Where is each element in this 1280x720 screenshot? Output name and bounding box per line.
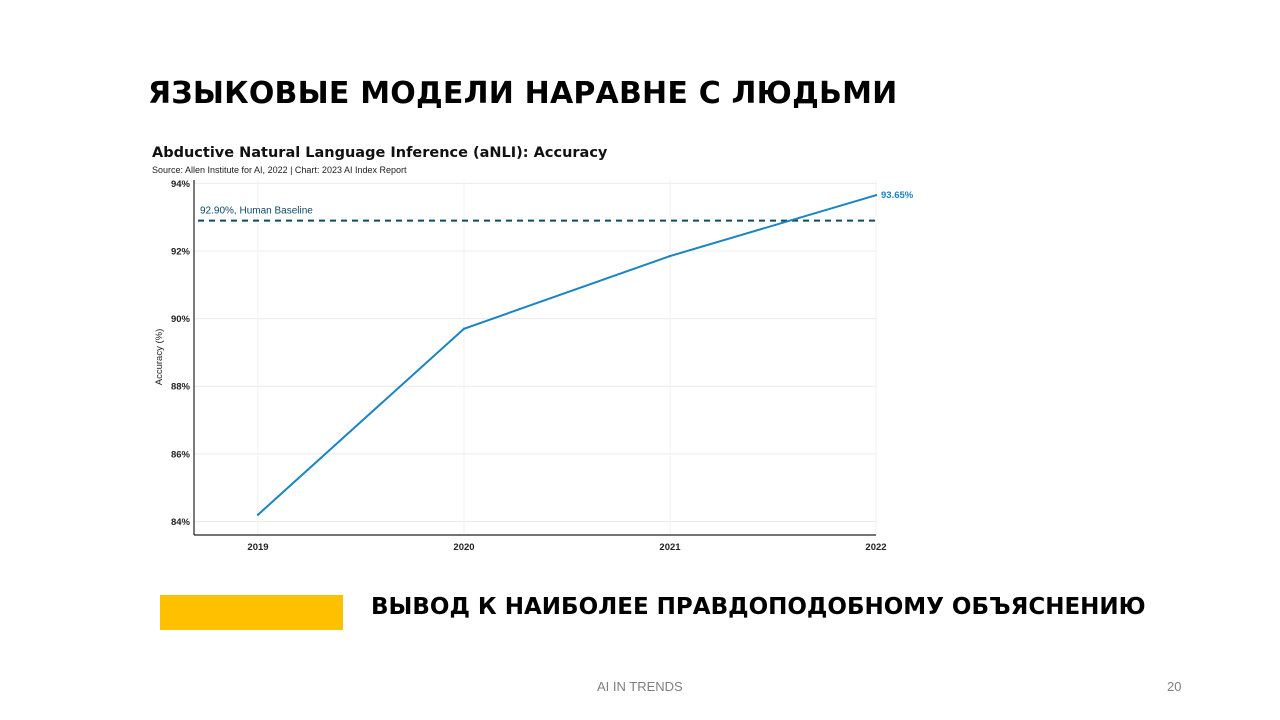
data-point — [462, 327, 466, 330]
slide-title: ЯЗЫКОВЫЕ МОДЕЛИ НАРАВНЕ С ЛЮДЬМИ — [148, 76, 898, 111]
x-tick-label: 2021 — [659, 542, 681, 553]
highlight-bar — [160, 595, 343, 630]
chart-source: Source: Allen Institute for AI, 2022 | C… — [152, 165, 407, 175]
page-number: 20 — [1167, 679, 1182, 694]
chart-title: Abductive Natural Language Inference (aN… — [152, 145, 608, 161]
conclusion-text: ВЫВОД К НАИБОЛЕЕ ПРАВДОПОДОБНОМУ ОБЪЯСНЕ… — [371, 594, 1146, 620]
data-point — [874, 194, 878, 197]
x-tick-label: 2020 — [453, 542, 474, 553]
x-tick-label: 2022 — [865, 542, 886, 553]
accuracy-series-line — [257, 194, 877, 516]
human-baseline-label: 92.90%, Human Baseline — [200, 206, 313, 217]
footer-text: AI IN TRENDS — [597, 679, 683, 694]
data-point — [256, 513, 260, 516]
x-tick-label: 2019 — [247, 542, 268, 553]
data-point — [668, 254, 672, 258]
y-tick-label: 86% — [171, 449, 191, 460]
y-tick-label: 88% — [171, 382, 191, 393]
y-tick-label: 84% — [171, 517, 191, 528]
end-value-label: 93.65% — [881, 190, 914, 201]
y-tick-label: 92% — [171, 247, 191, 258]
y-tick-label: 94% — [171, 179, 191, 190]
y-axis-label: Accuracy (%) — [154, 329, 165, 385]
y-tick-label: 90% — [171, 314, 191, 325]
